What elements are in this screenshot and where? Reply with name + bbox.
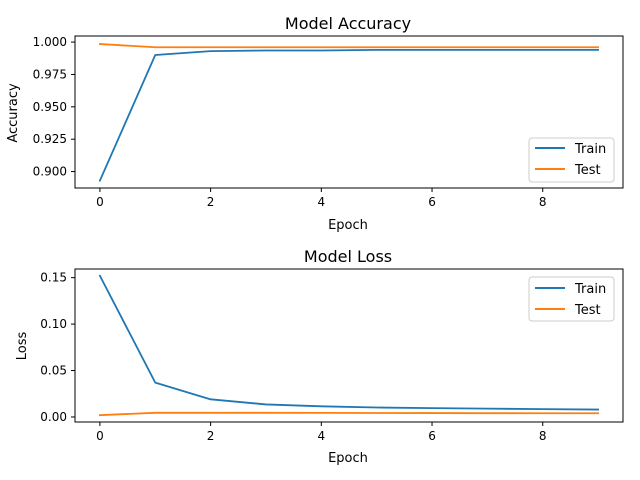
accuracy-legend: Train Test — [528, 137, 615, 183]
accuracy-chart: Model Accuracy Epoch Accuracy 0 2 4 6 8 0.90… — [6, 14, 624, 233]
loss-x-ticks: 0 2 4 6 8 — [96, 422, 547, 443]
loss-x-tick-label: 2 — [207, 429, 215, 443]
accuracy-x-axis-label: Epoch — [328, 218, 368, 233]
accuracy-y-axis-label: Accuracy — [6, 83, 21, 143]
loss-x-tick-label: 6 — [428, 429, 436, 443]
loss-test-series-line — [98, 411, 599, 417]
loss-y-ticks: 0.00 0.05 0.10 0.15 — [40, 271, 75, 424]
loss-plot-frame — [74, 268, 624, 423]
accuracy-y-tick-label: 0.900 — [33, 165, 67, 179]
accuracy-test-series-line — [98, 43, 599, 49]
accuracy-plot-frame — [74, 35, 624, 189]
loss-legend-train-label: Train — [574, 282, 606, 297]
loss-chart: Model Loss Epoch Loss 0 2 4 6 8 0.00 0.05 0.10… — [15, 247, 624, 466]
loss-y-tick-label: 0.05 — [40, 364, 67, 378]
accuracy-y-ticks: 0.900 0.925 0.950 0.975 1.000 — [33, 35, 75, 179]
loss-train-series-line — [98, 274, 599, 411]
accuracy-y-tick-label: 0.950 — [33, 100, 67, 114]
accuracy-y-tick-label: 0.925 — [33, 132, 67, 146]
accuracy-x-tick-label: 0 — [96, 195, 104, 209]
accuracy-x-tick-label: 2 — [207, 195, 215, 209]
loss-y-tick-label: 0.00 — [40, 410, 67, 424]
accuracy-lines — [98, 43, 599, 182]
accuracy-x-tick-label: 8 — [539, 195, 547, 209]
accuracy-legend-test-label: Test — [574, 163, 601, 178]
accuracy-legend-train-label: Train — [574, 142, 606, 157]
loss-chart-title: Model Loss — [304, 247, 392, 266]
accuracy-y-tick-label: 1.000 — [33, 35, 67, 49]
accuracy-x-ticks: 0 2 4 6 8 — [96, 188, 547, 209]
accuracy-train-series-line — [98, 48, 599, 182]
accuracy-chart-title: Model Accuracy — [285, 14, 411, 33]
loss-x-tick-label: 4 — [318, 429, 326, 443]
loss-y-tick-label: 0.15 — [40, 271, 67, 285]
loss-legend-test-label: Test — [574, 303, 601, 318]
accuracy-x-tick-label: 4 — [318, 195, 326, 209]
accuracy-x-tick-label: 6 — [428, 195, 436, 209]
accuracy-y-tick-label: 0.975 — [33, 67, 67, 81]
loss-x-axis-label: Epoch — [328, 451, 368, 466]
loss-lines — [98, 274, 599, 417]
loss-y-axis-label: Loss — [15, 332, 30, 361]
loss-legend: Train Test — [528, 276, 615, 322]
loss-x-tick-label: 0 — [96, 429, 104, 443]
loss-x-tick-label: 8 — [539, 429, 547, 443]
loss-y-tick-label: 0.10 — [40, 317, 67, 331]
